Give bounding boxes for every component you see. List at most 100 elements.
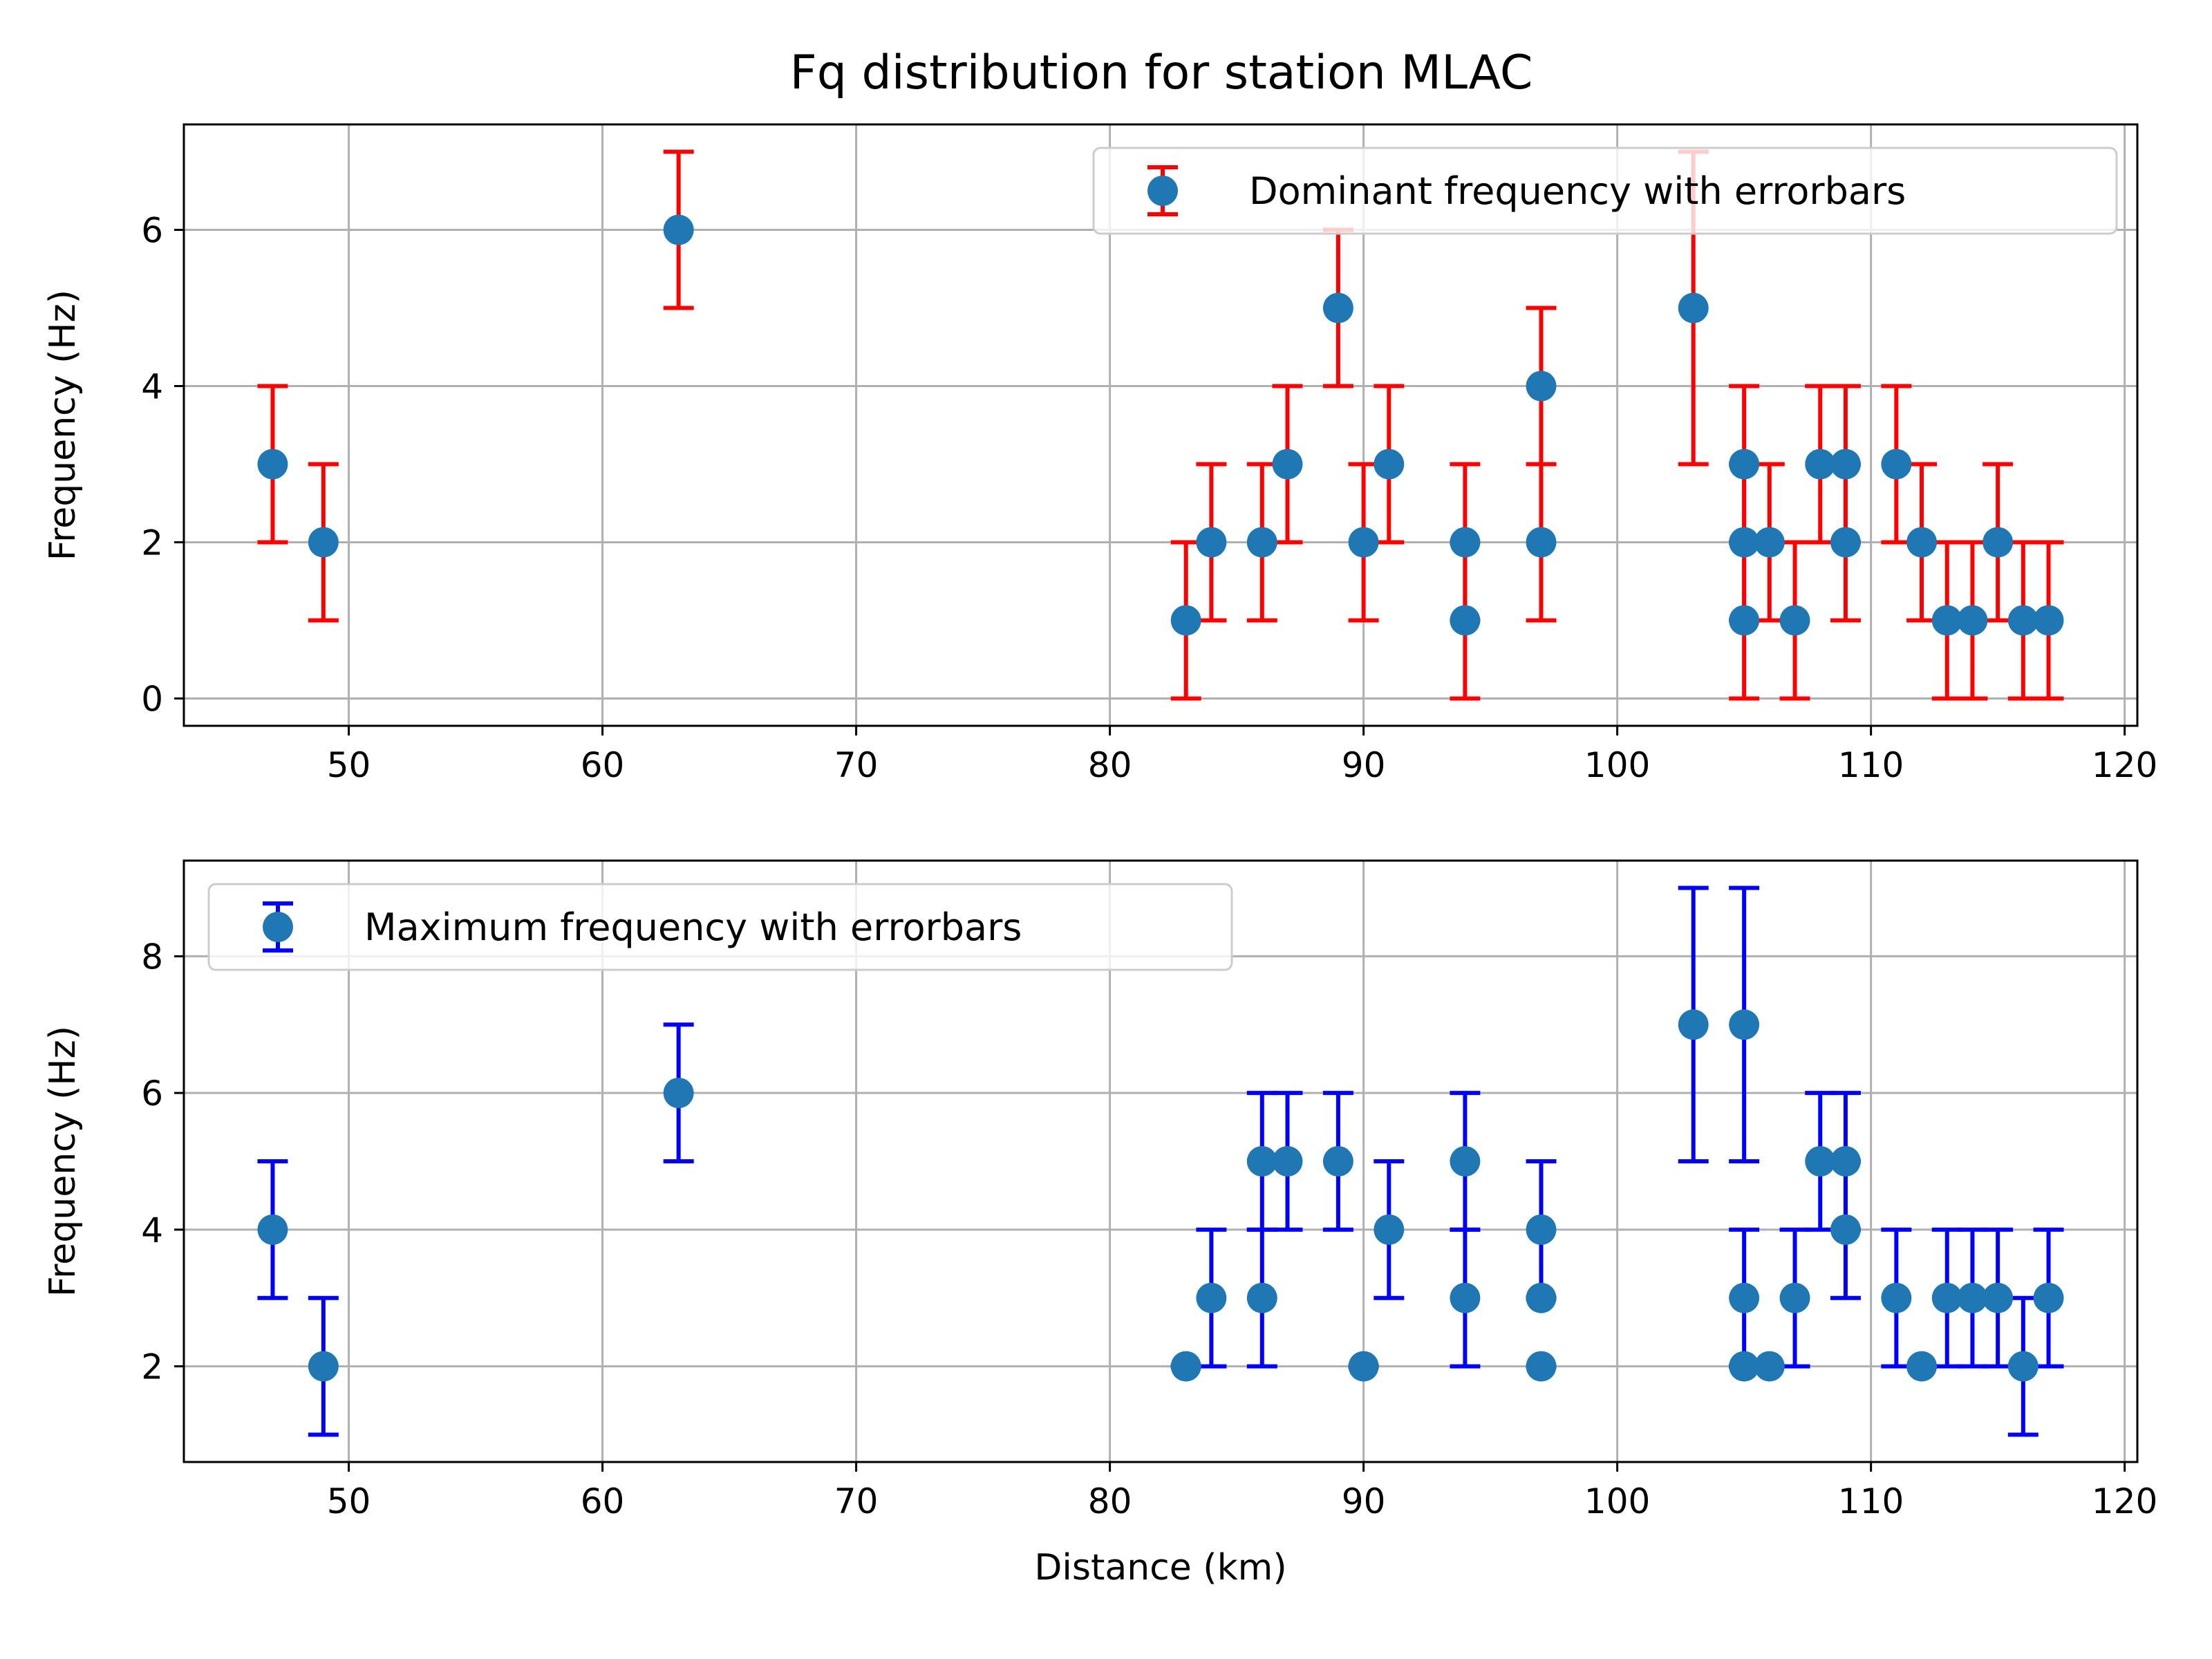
chart-0-legend-marker <box>1147 176 1178 206</box>
chart-1-data-point-25 <box>1881 1282 1912 1313</box>
chart-1-x-tick-label-7: 120 <box>2092 1481 2157 1521</box>
chart-0-data-point-7 <box>1322 292 1353 324</box>
chart-1-data-point-22 <box>1805 1146 1836 1177</box>
chart-0-legend-label: Dominant frequency with errorbars <box>1249 169 1906 213</box>
chart-1-y-axis-label: Frequency (Hz) <box>42 1026 84 1297</box>
chart-1-data-point-0 <box>257 1214 288 1245</box>
chart-0-data-point-1 <box>308 527 339 558</box>
chart-1-data-point-23 <box>1830 1146 1861 1177</box>
chart-1-data-point-9 <box>1348 1351 1379 1382</box>
chart-0-data-point-21 <box>1830 449 1861 480</box>
chart-1-x-tick-label-1: 60 <box>581 1481 625 1521</box>
chart-1-data-point-12 <box>1450 1282 1481 1313</box>
chart-1-data-point-16 <box>1678 1009 1709 1040</box>
figure-title: Fq distribution for station MLAC <box>790 46 1533 100</box>
chart-0-data-point-10 <box>1450 527 1481 558</box>
chart-1-x-tick-label-6: 110 <box>1838 1481 1904 1521</box>
chart-0-data-point-23 <box>1881 449 1912 480</box>
chart-1-x-tick-label-5: 100 <box>1584 1481 1650 1521</box>
chart-1-data-point-10 <box>1374 1214 1405 1245</box>
chart-0-x-tick-label-7: 120 <box>2092 745 2157 785</box>
chart-0-data-point-28 <box>2007 605 2038 636</box>
chart-1-data-point-24 <box>1830 1214 1861 1245</box>
chart-1-legend-label: Maximum frequency with errorbars <box>364 906 1022 949</box>
chart-1-data-point-8 <box>1322 1146 1353 1177</box>
chart-1-data-point-1 <box>308 1351 339 1382</box>
chart-1-axes-frame <box>182 859 2139 1463</box>
chart-0-data-point-5 <box>1246 527 1277 558</box>
chart-1-legend-marker <box>263 912 293 942</box>
chart-1-data-point-31 <box>2033 1282 2064 1313</box>
chart-1-data-point-4 <box>1196 1282 1227 1313</box>
chart-0-data-point-12 <box>1526 371 1557 402</box>
chart-1-y-tick-label-1: 4 <box>141 1210 163 1250</box>
chart-0-x-tick-label-3: 80 <box>1088 745 1132 785</box>
chart-1-legend-box <box>207 883 1233 971</box>
chart-1-data-point-6 <box>1246 1282 1277 1313</box>
chart-0-data-point-4 <box>1196 527 1227 558</box>
chart-0-data-point-0 <box>257 449 288 480</box>
chart-0-data-point-14 <box>1678 292 1709 324</box>
chart-0-data-point-11 <box>1450 605 1481 636</box>
chart-1-x-tick-label-0: 50 <box>327 1481 371 1521</box>
chart-1-data-point-20 <box>1754 1351 1785 1382</box>
chart-1-data-point-5 <box>1246 1146 1277 1177</box>
chart-1-data-point-15 <box>1526 1351 1557 1382</box>
chart-0-data-point-16 <box>1729 527 1760 558</box>
chart-1-data-point-19 <box>1729 1351 1760 1382</box>
chart-0-x-tick-label-1: 60 <box>581 745 625 785</box>
chart-1-data-point-29 <box>1983 1282 2014 1313</box>
chart-0-y-tick-label-0: 0 <box>141 679 163 719</box>
chart-1-y-tick-label-3: 8 <box>141 937 163 977</box>
chart-0-legend: Dominant frequency with errorbars <box>1092 147 2118 235</box>
chart-0-data-point-25 <box>1931 605 1962 636</box>
chart-0-data-point-8 <box>1348 527 1379 558</box>
chart-0-data-point-13 <box>1526 527 1557 558</box>
chart-0-x-tick-label-5: 100 <box>1584 745 1650 785</box>
chart-0-x-tick-label-4: 90 <box>1342 745 1386 785</box>
chart-0-y-tick-label-2: 4 <box>141 367 163 407</box>
chart-0-x-tick-label-6: 110 <box>1838 745 1904 785</box>
chart-1-data-point-26 <box>1906 1351 1938 1382</box>
chart-1-x-tick-label-3: 80 <box>1088 1481 1132 1521</box>
chart-0-data-point-9 <box>1374 449 1405 480</box>
top-subplot-dominant-frequency: 50 60 70 80 90 100 110 120 0 2 4 6 Frequency (Hz) Dom… <box>42 123 2157 785</box>
chart-1-y-tick-label-0: 2 <box>141 1347 163 1387</box>
chart-1-legend: Maximum frequency with errorbars <box>207 883 1233 971</box>
chart-1-data-point-3 <box>1170 1351 1201 1382</box>
chart-1-x-axis-label: Distance (km) <box>1034 1547 1286 1588</box>
chart-1-data-point-27 <box>1931 1282 1962 1313</box>
chart-1-data-point-13 <box>1526 1214 1557 1245</box>
chart-0-data-point-20 <box>1805 449 1836 480</box>
chart-0-x-tick-label-0: 50 <box>327 745 371 785</box>
chart-0-axes-frame <box>182 123 2139 727</box>
chart-0-y-tick-label-3: 6 <box>141 211 163 251</box>
chart-0-data-point-3 <box>1170 605 1201 636</box>
chart-0-y-axis-label: Frequency (Hz) <box>42 290 84 561</box>
chart-1-x-tick-label-2: 70 <box>834 1481 879 1521</box>
chart-1-data-point-17 <box>1729 1009 1760 1040</box>
chart-1-data-point-2 <box>663 1078 694 1109</box>
chart-1-data-point-28 <box>1957 1282 1988 1313</box>
bottom-subplot-maximum-frequency: 50 60 70 80 90 100 110 120 2 4 6 8 Frequency (Hz) Dis… <box>42 859 2157 1588</box>
chart-1-data-point-11 <box>1450 1146 1481 1177</box>
chart-0-data-point-29 <box>2033 605 2064 636</box>
chart-0-data-point-2 <box>663 214 694 245</box>
chart-1-data-point-30 <box>2007 1351 2038 1382</box>
chart-0-data-point-15 <box>1729 449 1760 480</box>
chart-0-y-tick-label-1: 2 <box>141 523 163 563</box>
chart-1-data-point-7 <box>1272 1146 1303 1177</box>
chart-0-data-point-27 <box>1983 527 2014 558</box>
chart-0-legend-box <box>1092 147 2118 235</box>
chart-1-data-point-21 <box>1779 1282 1810 1313</box>
chart-1-data-point-14 <box>1526 1282 1557 1313</box>
chart-0-data-point-24 <box>1906 527 1938 558</box>
chart-0-data-point-6 <box>1272 449 1303 480</box>
chart-1-x-tick-label-4: 90 <box>1342 1481 1386 1521</box>
chart-0-data-point-17 <box>1729 605 1760 636</box>
chart-0-data-point-19 <box>1779 605 1810 636</box>
chart-0-data-point-22 <box>1830 527 1861 558</box>
chart-0-data-point-18 <box>1754 527 1785 558</box>
